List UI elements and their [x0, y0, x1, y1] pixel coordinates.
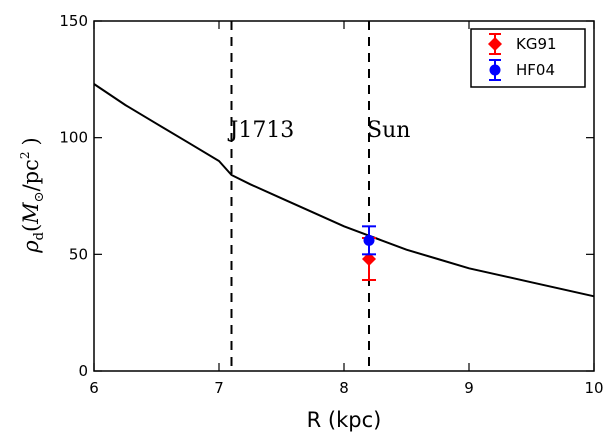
vertical-line-label-1: Sun [367, 118, 410, 143]
y-label-sup-2: 2 [18, 151, 32, 159]
legend-label-HF04: HF04 [516, 61, 555, 79]
x-tick-label-6: 6 [89, 379, 99, 397]
legend-marker-HF04 [489, 64, 501, 76]
svg-text:ρd(M⊙/pc2): ρd(M⊙/pc2) [18, 137, 47, 253]
vertical-line-label-0: J1713 [228, 118, 295, 143]
x-axis-title: R (kpc) [307, 408, 382, 432]
x-tick-label-7: 7 [214, 379, 224, 397]
legend-box [470, 28, 586, 88]
vertical-lines-layer: J1713 Sun [228, 21, 410, 371]
legend-marker-KG91 [488, 37, 502, 51]
model-curve [93, 83, 595, 298]
legend-label-KG91: KG91 [516, 35, 557, 53]
x-tick-label-8: 8 [339, 379, 349, 397]
y-tick-label-50: 50 [69, 245, 88, 263]
y-axis-title: ρd(M⊙/pc2) [18, 137, 47, 253]
y-tick-label-0: 0 [78, 362, 88, 380]
y-label-open: ( [19, 224, 43, 232]
x-tick-label-10: 10 [584, 379, 603, 397]
data-point-KG91 [362, 252, 376, 266]
data-point-HF04 [363, 234, 375, 246]
y-label-sub-d: d [32, 232, 47, 240]
y-label-sun-sub: ⊙ [32, 191, 47, 202]
legend: KG91 HF04 [470, 28, 586, 88]
data-points-layer [362, 225, 376, 281]
x-tick-label-9: 9 [464, 379, 474, 397]
y-label-rho: ρ [19, 240, 43, 254]
y-label-close: ) [19, 137, 43, 145]
y-label-m: M [19, 202, 43, 225]
y-label-slash-pc: /pc [19, 159, 43, 191]
y-tick-label-100: 100 [59, 129, 88, 147]
y-tick-label-150: 150 [59, 12, 88, 30]
model-curve-layer [93, 83, 595, 298]
